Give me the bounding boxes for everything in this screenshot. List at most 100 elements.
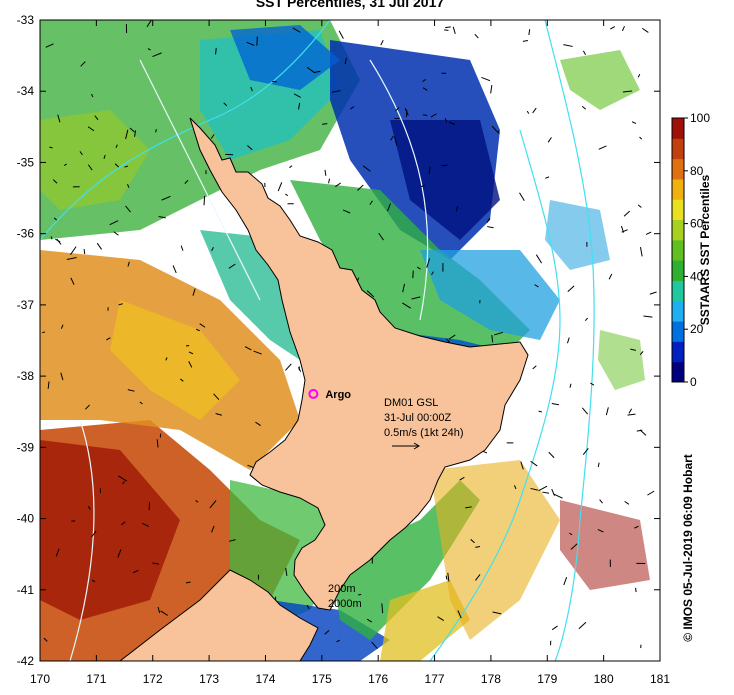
current-arrow: [534, 284, 539, 288]
current-arrow: [520, 461, 524, 470]
current-arrow: [491, 125, 499, 133]
current-arrow: [91, 93, 94, 98]
current-arrow: [437, 616, 445, 622]
colorbar: 0 20 40 60 80 100: [671, 111, 710, 389]
current-arrow: [639, 351, 644, 356]
current-arrow: [621, 229, 628, 233]
x-tick-label: 180: [594, 672, 614, 686]
current-arrow: [43, 637, 48, 642]
current-arrow: [127, 261, 130, 267]
current-arrow: [56, 238, 62, 245]
current-arrow: [528, 29, 531, 36]
x-tick-label: 174: [255, 672, 275, 686]
current-arrow: [366, 618, 373, 623]
current-arrow: [215, 412, 222, 416]
current-arrow: [127, 183, 130, 188]
y-tick-label: -35: [17, 155, 35, 169]
current-arrow: [630, 348, 636, 351]
y-tick-label: -39: [17, 440, 35, 454]
map-title: SST Percentiles, 31 Jul 2017: [255, 0, 445, 10]
current-arrow: [328, 178, 331, 184]
current-arrow: [134, 130, 137, 137]
current-arrow: [88, 164, 93, 171]
argo-label: Argo: [325, 389, 351, 401]
current-arrow: [285, 567, 288, 576]
current-arrow: [52, 179, 58, 184]
current-arrow: [422, 78, 426, 82]
current-arrow: [470, 539, 475, 544]
current-arrow: [322, 123, 328, 125]
current-arrow: [53, 217, 58, 221]
current-arrow: [584, 317, 589, 322]
current-arrow: [622, 90, 633, 93]
current-arrow: [631, 121, 637, 124]
x-tick-label: 170: [30, 672, 50, 686]
current-arrow: [180, 378, 184, 382]
colorbar-segment: [672, 300, 684, 322]
current-arrow: [582, 50, 587, 55]
current-arrow: [133, 569, 139, 574]
x-tick-label: 178: [481, 672, 501, 686]
current-arrow: [637, 73, 641, 78]
current-arrow: [475, 545, 481, 548]
current-arrow: [371, 641, 378, 649]
current-scale-arrowhead: [413, 442, 420, 450]
current-arrow: [402, 283, 406, 293]
x-tick-label: 171: [86, 672, 106, 686]
current-arrow: [256, 36, 258, 46]
current-arrow: [195, 499, 199, 503]
current-arrow: [127, 389, 135, 392]
current-arrow: [250, 86, 253, 92]
current-arrow: [582, 106, 587, 110]
y-tick-label: -40: [17, 512, 35, 526]
contour-2000-label: 2000m: [328, 598, 362, 610]
current-arrow: [426, 258, 431, 268]
y-tick-label: -41: [17, 583, 35, 597]
current-arrow: [277, 182, 283, 192]
current-arrow: [332, 90, 341, 93]
current-arrow: [514, 485, 517, 490]
colorbar-tick-label: 0: [690, 375, 697, 389]
current-arrow: [551, 402, 560, 406]
map-frame: [39, 19, 661, 662]
y-tick-label: -37: [17, 298, 35, 312]
current-arrow: [129, 127, 135, 133]
current-arrow: [211, 246, 214, 252]
current-arrow: [293, 93, 301, 98]
current-arrow: [428, 166, 431, 175]
current-arrow: [563, 44, 573, 47]
current-arrow: [597, 529, 604, 533]
current-arrow: [445, 338, 450, 343]
current-arrow: [199, 323, 206, 328]
current-arrow: [298, 102, 301, 110]
current-arrow: [522, 39, 528, 42]
current-arrow: [147, 48, 151, 51]
current-arrow: [639, 247, 643, 257]
current-arrow: [538, 410, 542, 413]
current-arrow: [125, 129, 129, 140]
current-arrow: [113, 231, 119, 236]
current-arrow: [569, 383, 572, 388]
current-arrow: [567, 285, 575, 293]
current-arrow: [634, 525, 639, 529]
colorbar-tick-label: 60: [690, 217, 704, 231]
current-arrow: [229, 539, 236, 542]
argo-marker: Argo: [308, 388, 351, 401]
current-arrow: [494, 331, 504, 336]
current-arrow: [366, 290, 375, 298]
current-arrow: [378, 232, 384, 241]
colorbar-segment: [672, 178, 684, 200]
current-arrow: [547, 137, 552, 143]
colorbar-segment: [672, 158, 684, 180]
current-arrow: [185, 581, 191, 584]
current-arrow: [445, 26, 451, 29]
current-arrow: [184, 179, 189, 184]
current-arrow: [253, 350, 262, 355]
current-arrow: [566, 337, 570, 344]
current-arrow: [292, 27, 301, 33]
current-arrow: [643, 315, 653, 318]
current-arrow: [551, 625, 558, 631]
current-arrow: [380, 39, 384, 46]
current-arrow: [445, 575, 448, 580]
colorbar-segment: [672, 239, 684, 261]
